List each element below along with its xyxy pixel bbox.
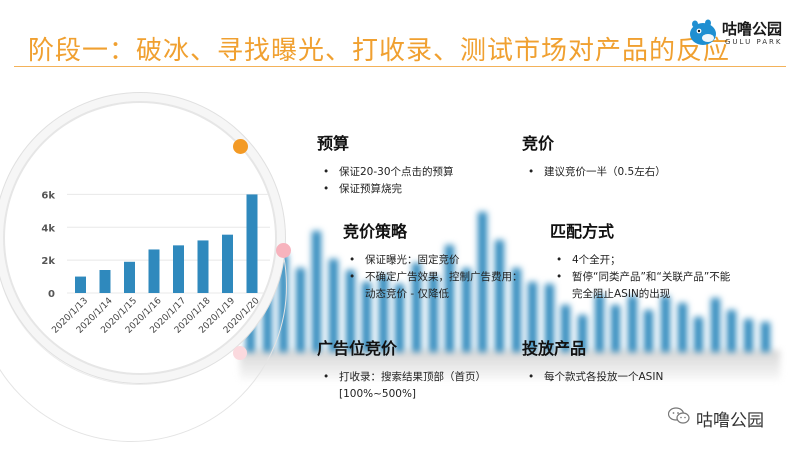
magnified-bar-chart: 02k4k6k2020/1/132020/1/142020/1/152020/1…: [41, 190, 270, 336]
orange-dot: [233, 139, 248, 154]
background-bar: [312, 230, 322, 352]
section-heading: 投放产品: [522, 339, 587, 358]
section-heading: 竞价策略: [343, 222, 408, 241]
section-budget: 预算 保证20-30个点击的预算 保证预算烧完: [317, 130, 507, 198]
logo-name-cn: 咕噜公园: [722, 20, 783, 38]
decorative-ring: [0, 98, 282, 385]
section-products: 投放产品 每个款式各投放一个ASIN: [522, 335, 752, 386]
pink-dot: [233, 346, 247, 360]
pink-dot: [276, 243, 291, 258]
list-item: 每个款式各投放一个ASIN: [522, 369, 752, 386]
list-item: 4个全开；: [550, 252, 740, 269]
y-tick-label: 0: [48, 289, 55, 300]
background-bar: [295, 268, 305, 352]
list-item: 保证曝光：固定竞价: [343, 252, 528, 269]
bar: [148, 249, 160, 293]
logo-name-en: GULU PARK: [725, 38, 783, 46]
watermark-text: 咕噜公园: [696, 411, 764, 431]
background-bar: [727, 310, 737, 352]
section-heading: 匹配方式: [550, 222, 615, 241]
background-bar: [329, 258, 338, 352]
background-bar: [528, 282, 538, 352]
section-bid: 竞价 建议竞价一半（0.5左右）: [522, 130, 752, 181]
section-heading: 广告位竞价: [317, 339, 398, 358]
background-bar: [578, 314, 587, 352]
bar: [75, 276, 86, 293]
hippo-logo-icon: [690, 19, 716, 45]
background-bar: [594, 293, 604, 352]
section-placement-bid: 广告位竞价 打收录：搜索结果顶部（首页）[100%~500%]: [317, 335, 502, 403]
background-bar: [710, 298, 720, 352]
y-tick-label: 2k: [41, 256, 55, 267]
background-bar: [677, 303, 687, 352]
background-bar: [744, 319, 753, 352]
background-bar: [694, 317, 704, 352]
bar: [173, 245, 184, 293]
background-bar: [760, 321, 770, 352]
background-bar: [428, 275, 438, 352]
background-bar: [461, 268, 471, 352]
background-bar: [611, 305, 621, 352]
bar: [124, 261, 135, 293]
background-bar: [661, 296, 670, 352]
background-bar: [561, 305, 571, 352]
section-bid-strategy: 竞价策略 保证曝光：固定竞价 不确定广告效果，控制广告费用：动态竞价 - 仅降低: [343, 218, 528, 303]
background-bar: [511, 268, 521, 352]
list-item: 保证20-30个点击的预算: [317, 164, 507, 181]
bar: [246, 194, 258, 293]
background-bar: [362, 282, 372, 352]
background-bar: [627, 296, 637, 352]
list-item: 不确定广告效果，控制广告费用：动态竞价 - 仅降低: [343, 269, 528, 303]
bar: [99, 270, 111, 293]
background-bar: [644, 310, 654, 352]
background-bar: [378, 275, 388, 352]
y-tick-label: 6k: [41, 190, 55, 201]
list-item: 保证预算烧完: [317, 181, 507, 198]
title-divider: [14, 66, 786, 67]
background-bar: [544, 284, 554, 352]
bar: [197, 240, 209, 293]
section-heading: 竞价: [522, 134, 555, 153]
magnifier-lens: 0 2k 4k 6k 2020/1/13 2020/1/14 2020/1/15 2020/1…: [5, 103, 275, 373]
bar: [222, 234, 233, 293]
brand-logo: 咕噜公园 GULU PARK: [686, 16, 790, 52]
page-title: 阶段一：破冰、寻找曝光、打收录、测试市场对产品的反应: [28, 36, 731, 66]
y-tick-label: 4k: [41, 223, 55, 234]
background-bar: [345, 270, 355, 352]
list-item: 建议竞价一半（0.5左右）: [522, 164, 752, 181]
watermark: 咕噜公园: [668, 404, 788, 431]
wechat-icon: [668, 407, 690, 424]
background-bar: [412, 263, 421, 352]
section-match-type: 匹配方式 4个全开； 暂停“同类产品”和“关联产品”不能完全阻止ASIN的出现: [550, 218, 740, 303]
background-bar: [395, 284, 405, 352]
list-item: 打收录：搜索结果顶部（首页）[100%~500%]: [317, 369, 502, 403]
section-heading: 预算: [317, 134, 350, 153]
list-item: 暂停“同类产品”和“关联产品”不能完全阻止ASIN的出现: [550, 269, 740, 303]
